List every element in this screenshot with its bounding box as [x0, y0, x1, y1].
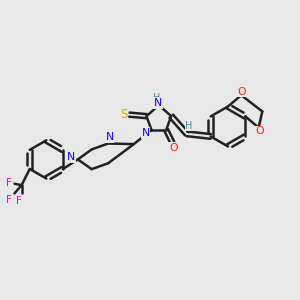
Text: N: N: [67, 152, 76, 162]
Text: F: F: [16, 196, 22, 206]
Text: O: O: [238, 87, 246, 97]
Text: N: N: [142, 128, 150, 138]
Text: O: O: [169, 143, 178, 153]
Text: S: S: [120, 108, 128, 121]
Text: F: F: [6, 178, 12, 188]
Text: H: H: [185, 121, 193, 130]
Text: H: H: [153, 93, 160, 103]
Text: N: N: [154, 98, 162, 108]
Text: O: O: [255, 126, 263, 136]
Text: F: F: [6, 196, 11, 206]
Text: N: N: [106, 132, 114, 142]
